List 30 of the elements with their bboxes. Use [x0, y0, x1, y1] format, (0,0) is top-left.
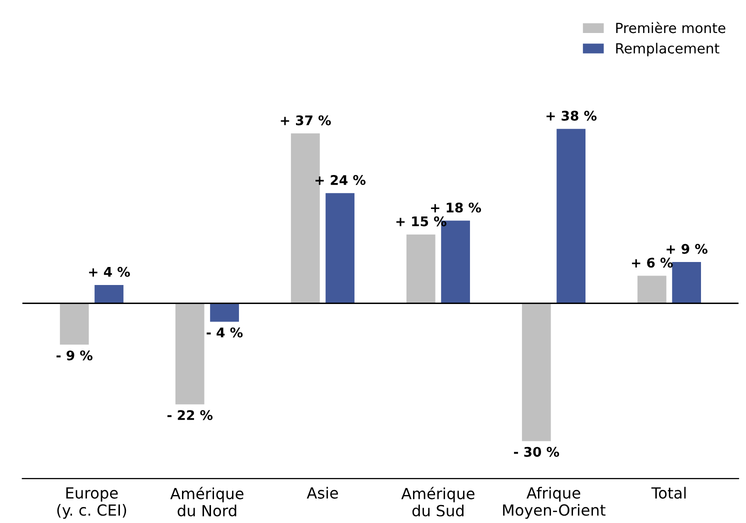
legend-label: Première monte	[616, 22, 726, 34]
data-label: - 22 %	[167, 410, 213, 420]
data-label: + 18 %	[431, 202, 482, 213]
data-label: + 4 %	[89, 266, 130, 277]
bar	[672, 262, 701, 304]
data-label: + 38 %	[546, 110, 597, 121]
bar	[210, 303, 239, 322]
bar	[60, 303, 89, 345]
x-tick-label: Afrique Moyen-Orient	[503, 486, 606, 519]
data-label: + 9 %	[666, 244, 708, 254]
data-label: + 6 %	[632, 258, 673, 268]
bar	[637, 276, 666, 304]
legend-label: Remplacement	[616, 42, 720, 56]
bar	[94, 284, 124, 304]
bar	[556, 128, 586, 304]
data-label: + 24 %	[316, 175, 366, 186]
x-tick-label: Amérique du Nord	[170, 486, 244, 516]
data-label: - 4 %	[206, 327, 243, 338]
x-tick-label: Europe (y. c. CEI)	[57, 487, 126, 519]
data-label: - 9 %	[56, 350, 92, 360]
x-tick-label: Total	[651, 486, 686, 499]
bar	[406, 234, 436, 304]
data-label: + 37 %	[280, 115, 331, 126]
x-tick-label: Amérique du Sud	[401, 486, 474, 516]
x-tick-label: Asie	[306, 486, 338, 499]
bar	[326, 193, 354, 304]
data-label: + 15 %	[396, 216, 446, 226]
bar	[522, 303, 551, 442]
data-label: - 30 %	[514, 446, 560, 457]
bar	[175, 303, 204, 404]
